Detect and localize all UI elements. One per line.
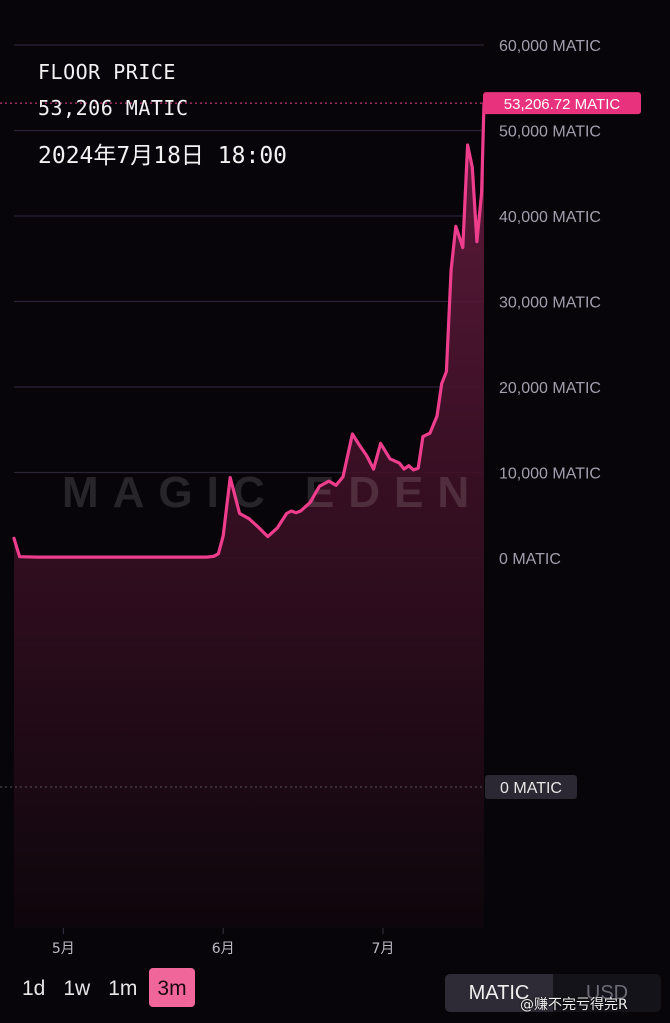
y-tick-label: 30,000 MATIC	[499, 295, 601, 312]
y-tick-label: 40,000 MATIC	[499, 209, 601, 226]
magic-eden-watermark-logo: MAGIC EDEN	[62, 468, 483, 517]
y-tick-label: 50,000 MATIC	[499, 124, 601, 141]
price-line	[12, 101, 486, 559]
current-value-badge	[483, 92, 641, 115]
y-tick-label: 10,000 MATIC	[499, 466, 601, 483]
y-tick-label: 0 MATIC	[499, 551, 561, 568]
period-1m-button[interactable]: 1m	[108, 977, 138, 1000]
x-tick-label: 6月	[212, 941, 235, 957]
hover-timestamp: 2024年7月18日 18:00	[38, 143, 288, 169]
currency-usd-button[interactable]: USD	[585, 981, 629, 1004]
current-value-badge-label: 53,206.72 MATIC	[504, 96, 621, 113]
period-1d-button[interactable]: 1d	[22, 977, 46, 1000]
y-tick-label: 20,000 MATIC	[499, 380, 601, 397]
period-selector: 1d 1w 1m 3m	[16, 968, 195, 1007]
secondary-value-badge-label: 0 MATIC	[500, 780, 562, 797]
weibo-credit-watermark: @赚不完亏得完R	[520, 997, 628, 1013]
currency-matic-button[interactable]: MATIC	[445, 974, 553, 1012]
secondary-value-badge	[485, 775, 577, 799]
period-3m-button[interactable]: 3m	[149, 968, 195, 1007]
x-tick-label: 5月	[52, 941, 75, 957]
floor-price-value: 53,206 MATIC	[38, 96, 189, 120]
period-1w-button[interactable]: 1w	[63, 977, 91, 1000]
x-tick-label: 7月	[371, 941, 394, 957]
currency-toggle: MATIC USD	[445, 974, 661, 1012]
y-tick-label: 60,000 MATIC	[499, 38, 601, 55]
price-area-fill	[14, 103, 484, 929]
chart-title: FLOOR PRICE	[38, 60, 176, 84]
